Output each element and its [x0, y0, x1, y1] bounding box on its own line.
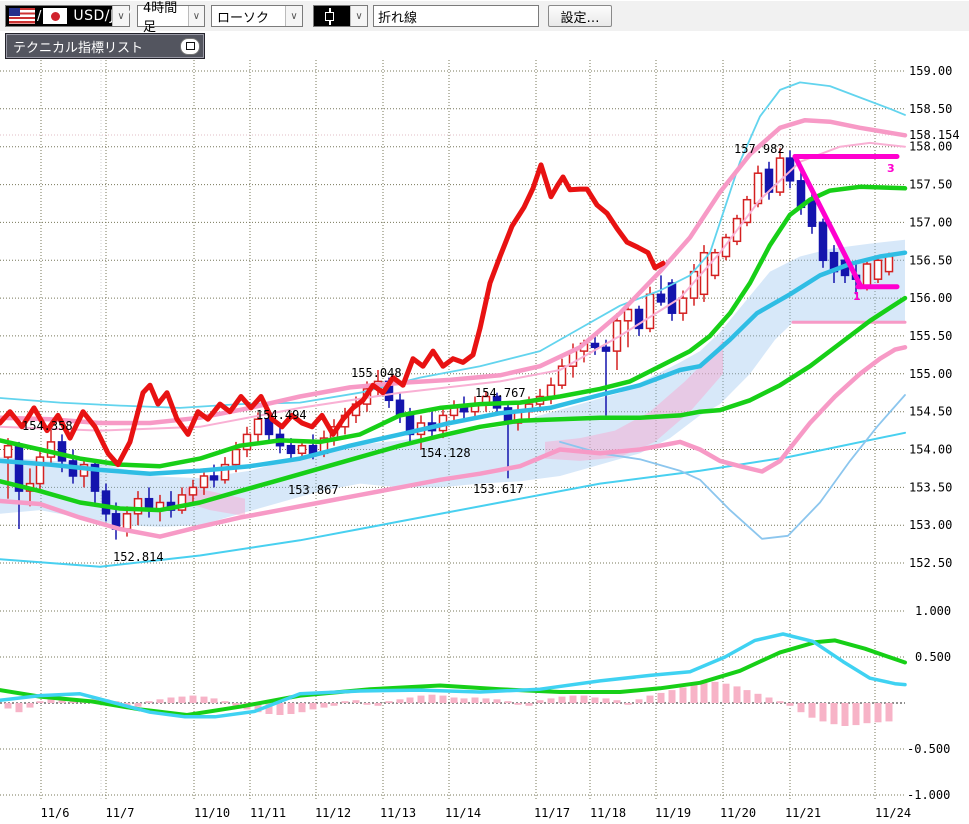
chevron-down-icon[interactable]: ∨	[350, 6, 367, 26]
chart-type-select[interactable]: ローソク ∨	[211, 5, 303, 27]
price-axis-label: 152.50	[909, 556, 952, 570]
price-axis-label: 155.00	[909, 367, 952, 381]
price-annotation: 154.358	[22, 419, 73, 433]
cloud-layer	[0, 239, 905, 527]
date-axis-label: 11/18	[590, 806, 626, 820]
chart-type-label: ローソク	[217, 10, 270, 26]
date-axis-label: 11/10	[194, 806, 230, 820]
date-axis-label: 11/12	[315, 806, 351, 820]
window-title: テクニカル指標リスト	[13, 40, 144, 56]
pair-flags: /	[9, 8, 68, 24]
date-axis-label: 11/17	[534, 806, 570, 820]
date-axis-label: 11/24	[875, 806, 911, 820]
oscillator-layer	[0, 632, 907, 726]
trendline-drawing[interactable]: 31	[792, 154, 900, 304]
pink-thin-upper-line	[0, 141, 906, 432]
price-axis-label: 158.154	[909, 128, 960, 142]
settings-button[interactable]: 設定…	[548, 5, 612, 27]
candlestick-icon	[323, 7, 336, 25]
price-annotation: 154.767	[475, 386, 526, 400]
price-annotation: 155.048	[351, 366, 402, 380]
date-axis-label: 11/13	[380, 806, 416, 820]
timeframe-label: 4時間足	[143, 1, 178, 35]
osc-axis-label: 0.500	[915, 650, 951, 664]
date-axis-label: 11/14	[445, 806, 481, 820]
date-axis-label: 11/21	[785, 806, 821, 820]
date-axis-label: 11/6	[41, 806, 70, 820]
technical-indicator-list-window[interactable]: テクニカル指標リスト	[5, 33, 205, 59]
drawing-label-bottom: 1	[853, 290, 861, 303]
price-axis-label: 156.00	[909, 291, 952, 305]
osc-cyan-line	[0, 632, 907, 719]
drawing-tool-input[interactable]	[373, 5, 539, 27]
toolbar: / USD/JPY ∨ 4時間足 ∨ ローソク ∨ ∨ 設定…	[0, 0, 969, 35]
price-annotation: 157.982	[734, 142, 785, 156]
price-axis-label: 158.00	[909, 140, 952, 154]
osc-axis-label: -1.000	[907, 788, 950, 802]
osc-axis-label: -0.500	[907, 742, 950, 756]
date-axis-label: 11/19	[655, 806, 691, 820]
price-annotation: 154.494	[256, 408, 307, 422]
price-annotation: 154.128	[420, 446, 471, 460]
currency-pair-select[interactable]: / USD/JPY ∨	[5, 5, 132, 27]
candle-style-select[interactable]: ∨	[313, 5, 368, 27]
overlay-lines-layer	[0, 81, 908, 568]
grid-layer	[0, 60, 905, 800]
price-axis-label: 154.50	[909, 405, 952, 419]
date-axis-label: 11/11	[250, 806, 286, 820]
price-axis-label: 154.00	[909, 443, 952, 457]
price-annotation: 153.617	[473, 482, 524, 496]
price-annotations-layer: 154.358 152.814 154.494 153.867 155.048 154.1…	[22, 142, 785, 564]
cyan-thick-line	[0, 250, 908, 476]
price-axis-label: 159.00	[909, 64, 952, 78]
chevron-down-icon[interactable]: ∨	[187, 6, 204, 26]
price-axis-label: 153.50	[909, 480, 952, 494]
date-axis-label: 11/20	[720, 806, 756, 820]
red-comparison-line	[0, 162, 666, 468]
green-fast-ma	[0, 184, 908, 469]
green-slow-ma	[0, 295, 908, 513]
timeframe-select[interactable]: 4時間足 ∨	[137, 1, 205, 35]
price-annotation: 152.814	[113, 550, 164, 564]
chevron-down-icon[interactable]: ∨	[285, 6, 302, 26]
lightblue-v-line	[559, 394, 906, 540]
drawing-label-top: 3	[887, 162, 895, 175]
price-axis-label: 153.00	[909, 518, 952, 532]
price-axis-label: 158.50	[909, 102, 952, 116]
pink-lower-band	[0, 345, 908, 539]
price-axis-label: 155.50	[909, 329, 952, 343]
pink-upper-band	[0, 117, 908, 426]
price-axis-label: 157.50	[909, 178, 952, 192]
chevron-down-icon[interactable]: ∨	[112, 6, 129, 26]
price-axis-label: 156.50	[909, 253, 952, 267]
osc-axis-label: 1.000	[915, 604, 951, 618]
us-flag-icon	[9, 8, 35, 24]
date-axis-label: 11/7	[106, 806, 135, 820]
cyan-straight-line	[0, 431, 906, 568]
cyan-thin-upper-line	[0, 81, 906, 409]
price-annotation: 153.867	[288, 483, 339, 497]
japan-flag-icon	[43, 8, 68, 24]
flag-separator: /	[37, 8, 42, 24]
restore-window-button[interactable]	[180, 37, 200, 55]
restore-icon	[185, 42, 195, 50]
price-axis-label: 157.00	[909, 215, 952, 229]
